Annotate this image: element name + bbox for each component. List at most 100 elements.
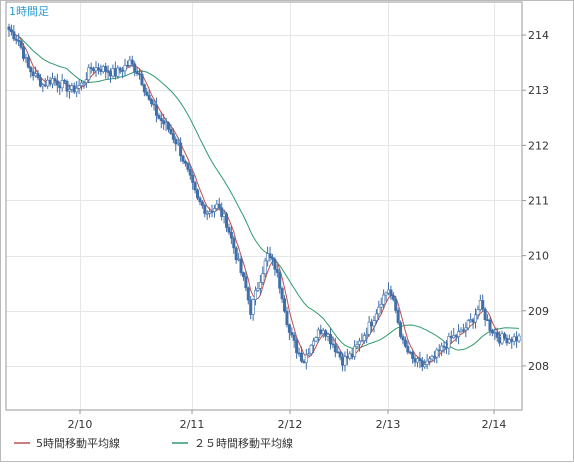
candle xyxy=(244,270,248,292)
candle xyxy=(483,307,487,327)
candle-body xyxy=(350,353,354,357)
candle-body xyxy=(355,344,359,347)
candle xyxy=(490,328,494,337)
candle-body xyxy=(142,84,146,93)
candle xyxy=(435,347,439,364)
candle-body xyxy=(246,287,250,301)
candle xyxy=(7,23,11,37)
candle xyxy=(75,81,79,98)
candle-body xyxy=(244,276,248,289)
candle-body xyxy=(384,292,388,296)
period-label: 1時間足 xyxy=(9,5,49,18)
candle xyxy=(191,170,195,190)
candle-body xyxy=(249,299,253,315)
candle-body xyxy=(70,85,74,90)
candle-body xyxy=(256,287,260,291)
candle xyxy=(198,195,202,206)
candle xyxy=(440,342,444,357)
candle xyxy=(428,356,432,366)
candle-body xyxy=(251,299,255,315)
candle xyxy=(473,308,477,329)
candle-body xyxy=(29,66,33,73)
candle-body xyxy=(53,78,57,81)
candle xyxy=(312,337,316,353)
candle xyxy=(261,266,265,286)
candle xyxy=(142,83,146,97)
candle-body xyxy=(432,355,436,358)
candle-body xyxy=(515,336,519,342)
candle xyxy=(425,353,429,370)
candle xyxy=(154,97,158,123)
candle xyxy=(355,340,359,350)
candle-body xyxy=(283,298,287,312)
candle xyxy=(476,305,480,320)
candle-body xyxy=(89,67,93,70)
candle-body xyxy=(408,351,412,354)
candle-body xyxy=(341,356,345,366)
candle xyxy=(367,316,371,337)
candle-body xyxy=(118,67,122,71)
candle-body xyxy=(331,343,335,346)
candle xyxy=(403,336,407,349)
candle xyxy=(125,60,129,67)
candle-body xyxy=(360,340,364,342)
x-axis: 2/10 2/11 2/12 2/13 2/14 xyxy=(68,410,506,431)
candle-body xyxy=(186,163,190,170)
candle xyxy=(457,324,461,345)
candle xyxy=(333,337,337,358)
candle xyxy=(420,356,424,372)
candle-body xyxy=(96,67,100,71)
grid-layer xyxy=(6,2,522,410)
candle-body xyxy=(72,85,76,93)
candle xyxy=(384,291,388,302)
candle xyxy=(77,79,81,95)
candle xyxy=(391,292,395,302)
candle xyxy=(263,257,267,278)
candle xyxy=(394,295,398,314)
candle xyxy=(406,340,410,355)
candle xyxy=(295,337,299,359)
candle-body xyxy=(280,288,284,300)
candle-body xyxy=(263,260,267,275)
candle-body xyxy=(55,80,59,86)
candle-body xyxy=(452,335,456,339)
y-tick-label: 213 xyxy=(528,84,549,97)
legend-label: ２５時間移動平均線 xyxy=(194,436,293,450)
candle xyxy=(106,65,110,80)
candle-body xyxy=(128,59,132,66)
candle-body xyxy=(353,346,357,357)
candle-body xyxy=(292,334,296,341)
candle-body xyxy=(106,71,110,73)
candle-body xyxy=(123,65,127,72)
x-tick-label: 2/12 xyxy=(278,418,303,431)
candle-body xyxy=(94,67,98,72)
candle-body xyxy=(312,340,316,346)
candle xyxy=(116,65,120,79)
candle xyxy=(203,203,207,218)
candle-body xyxy=(413,358,417,363)
candle xyxy=(399,320,403,339)
candle-body xyxy=(386,289,390,294)
candle xyxy=(135,66,139,77)
candle-body xyxy=(99,69,103,72)
candle-body xyxy=(469,319,473,322)
candle-body xyxy=(457,331,461,337)
candle xyxy=(430,354,434,361)
y-tick-label: 212 xyxy=(528,139,549,152)
candle xyxy=(104,62,108,79)
candle-body xyxy=(418,358,422,361)
candle-body xyxy=(26,57,30,68)
candle-body xyxy=(254,289,258,300)
candle-body xyxy=(87,67,91,81)
candle xyxy=(447,332,451,355)
candle xyxy=(365,327,369,344)
candle-body xyxy=(51,78,55,85)
candle-body xyxy=(48,79,52,85)
candle-body xyxy=(299,352,303,362)
candle-body xyxy=(181,155,185,162)
candle xyxy=(461,323,465,333)
candle-body xyxy=(266,253,270,262)
candle-body xyxy=(505,337,509,344)
candle xyxy=(396,307,400,325)
